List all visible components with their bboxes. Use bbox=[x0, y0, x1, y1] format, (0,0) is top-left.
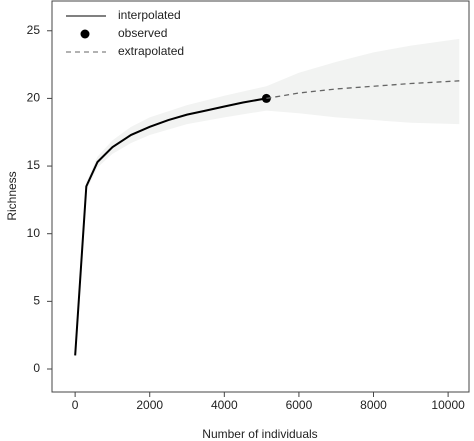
x-tick-label: 10000 bbox=[431, 398, 465, 412]
y-tick-label: 15 bbox=[27, 158, 41, 172]
x-tick-label: 2000 bbox=[136, 398, 163, 412]
x-tick-label: 8000 bbox=[360, 398, 387, 412]
legend-symbol bbox=[80, 29, 90, 39]
x-axis-label: Number of individuals bbox=[202, 427, 317, 441]
y-axis-label: Richness bbox=[5, 171, 19, 220]
legend-label: interpolated bbox=[118, 8, 181, 22]
legend-label: extrapolated bbox=[118, 44, 184, 58]
x-tick-label: 0 bbox=[72, 398, 79, 412]
y-tick-label: 0 bbox=[33, 361, 40, 375]
x-tick-label: 4000 bbox=[211, 398, 238, 412]
dashed-line bbox=[266, 80, 460, 100]
x-tick-label: 6000 bbox=[286, 398, 313, 412]
line bbox=[74, 97, 267, 356]
y-tick-label: 10 bbox=[27, 226, 41, 240]
legend-label: observed bbox=[118, 26, 167, 40]
plot-frame bbox=[51, 0, 470, 393]
confidence-band bbox=[75, 38, 460, 356]
y-tick-label: 25 bbox=[27, 23, 41, 37]
y-tick-label: 20 bbox=[27, 91, 41, 105]
y-tick-label: 5 bbox=[33, 294, 40, 308]
